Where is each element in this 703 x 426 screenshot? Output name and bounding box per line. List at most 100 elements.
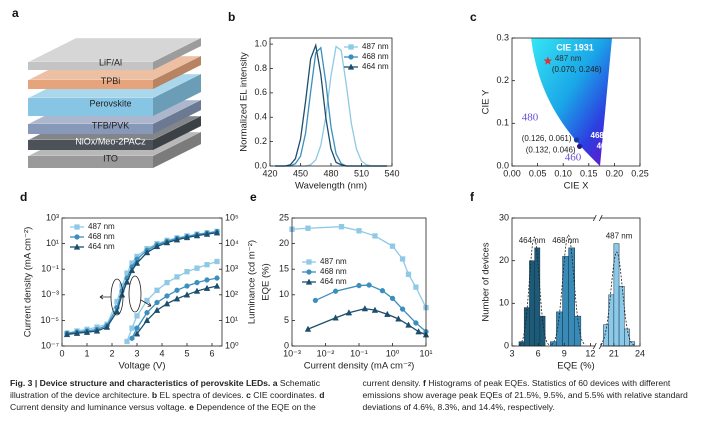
x-tick-label: 0.15 (580, 168, 598, 178)
data-point (184, 283, 190, 289)
layer-side (153, 56, 201, 89)
panel-label: b (228, 10, 235, 24)
panel-label: a (12, 6, 19, 20)
legend-label: 464 nm (88, 242, 115, 251)
x-tick-label: 4 (159, 348, 164, 358)
layer-side (153, 100, 201, 134)
legend-marker (305, 278, 313, 285)
y-tick-label: 20 (499, 255, 509, 265)
y-tick-label: 0.0 (496, 160, 509, 170)
y2-axis-label: Luminance (cd m⁻²) (247, 240, 258, 324)
point-label: (0.070, 0.246) (552, 65, 602, 74)
y-tick-label: 0.2 (496, 75, 509, 85)
y-tick-label: 10⁻³ (41, 289, 59, 299)
histogram-bar (534, 247, 541, 347)
annotation: 460 (565, 152, 582, 164)
data-point (543, 56, 553, 65)
data-point (389, 243, 396, 249)
data-point (213, 282, 221, 289)
y-axis-label: Current density (mA cm⁻²) (23, 227, 34, 338)
layer-label: Perovskite (89, 98, 131, 108)
y-tick-label: 0.3 (496, 32, 509, 42)
data-point (63, 330, 71, 338)
x-tick-label: 3 (134, 348, 139, 358)
data-point (204, 262, 210, 268)
data-point (164, 293, 170, 299)
data-point (133, 259, 141, 266)
y-axis-label: CIE Y (481, 89, 492, 114)
x-axis-label: Wavelength (nm) (295, 181, 367, 192)
data-point (134, 325, 140, 331)
x-tick-label: 6 (536, 348, 541, 358)
data-point (379, 288, 386, 294)
data-point (128, 266, 136, 274)
x-tick-label: 2 (109, 348, 114, 358)
data-point (345, 309, 353, 316)
data-point (144, 297, 150, 304)
y-tick-label: 10¹ (46, 238, 59, 248)
layer-label: TFB/PVK (92, 120, 130, 130)
caption-text: CIE coordinates. (250, 389, 320, 400)
data-point (133, 330, 141, 337)
data-point (83, 328, 91, 335)
data-point (415, 328, 422, 335)
x-tick-label: 0.00 (503, 168, 521, 178)
layer-side-shade (153, 38, 201, 70)
data-point (164, 279, 170, 286)
histogram-bar (550, 341, 557, 347)
x-tick-label: 0.20 (606, 168, 624, 178)
data-point (399, 256, 406, 262)
histogram-bar (618, 286, 625, 347)
x-axis-label: Current density (mA cm⁻²) (304, 361, 415, 372)
layer-label: LiF/Al (99, 57, 122, 67)
point-label: (0.126, 0.061) (522, 134, 572, 143)
layer-side (153, 74, 201, 116)
chart-title: CIE 1931 (556, 42, 594, 52)
data-point (384, 310, 391, 317)
data-point (312, 297, 319, 304)
y-axis-label: Normalized EL intensity (239, 52, 250, 152)
point-name: 464 nm (597, 141, 625, 150)
group-label: 487 nm (606, 232, 633, 241)
data-point (183, 291, 191, 298)
data-point (153, 242, 161, 250)
cie-locus-region (531, 38, 612, 166)
x-axis-label: CIE X (564, 181, 589, 192)
histogram-bar (568, 247, 575, 347)
data-point (173, 236, 181, 243)
y-axis-label: EQE (%) (261, 263, 272, 300)
y-tick-label: 25 (279, 212, 289, 222)
data-point (184, 269, 190, 275)
plot-frame (511, 37, 641, 167)
y2-tick-label: 10⁵ (225, 212, 239, 222)
y-tick-label: 0.4 (254, 112, 267, 122)
data-point (413, 320, 419, 326)
y-tick-label: 20 (279, 238, 289, 248)
y-axis-label: Number of devices (481, 242, 492, 321)
x-tick-label: 480 (323, 168, 338, 178)
x-tick-label: 10⁻³ (283, 348, 301, 358)
x-tick-label: 0.05 (529, 168, 547, 178)
data-point (305, 225, 311, 231)
data-point (332, 288, 339, 294)
data-point (163, 239, 171, 246)
caption-text: Fig. 3 | Device structure and characteri… (10, 378, 278, 388)
data-point (113, 307, 121, 315)
y-tick-label: 0 (504, 340, 509, 350)
plot-frame (61, 217, 223, 347)
data-point (124, 338, 130, 345)
data-point (73, 329, 81, 336)
data-point (203, 230, 211, 237)
caption-text: f (423, 378, 426, 388)
x-tick-label: 9 (562, 348, 567, 358)
axis-break (598, 214, 603, 222)
data-point (361, 305, 369, 312)
data-point (154, 299, 160, 306)
x-tick-label: 0.25 (631, 168, 649, 178)
data-point (356, 228, 362, 234)
y-tick-label: 0.2 (254, 136, 267, 146)
data-point (356, 282, 362, 289)
data-point (204, 277, 210, 283)
layer-side-shade (153, 100, 201, 134)
